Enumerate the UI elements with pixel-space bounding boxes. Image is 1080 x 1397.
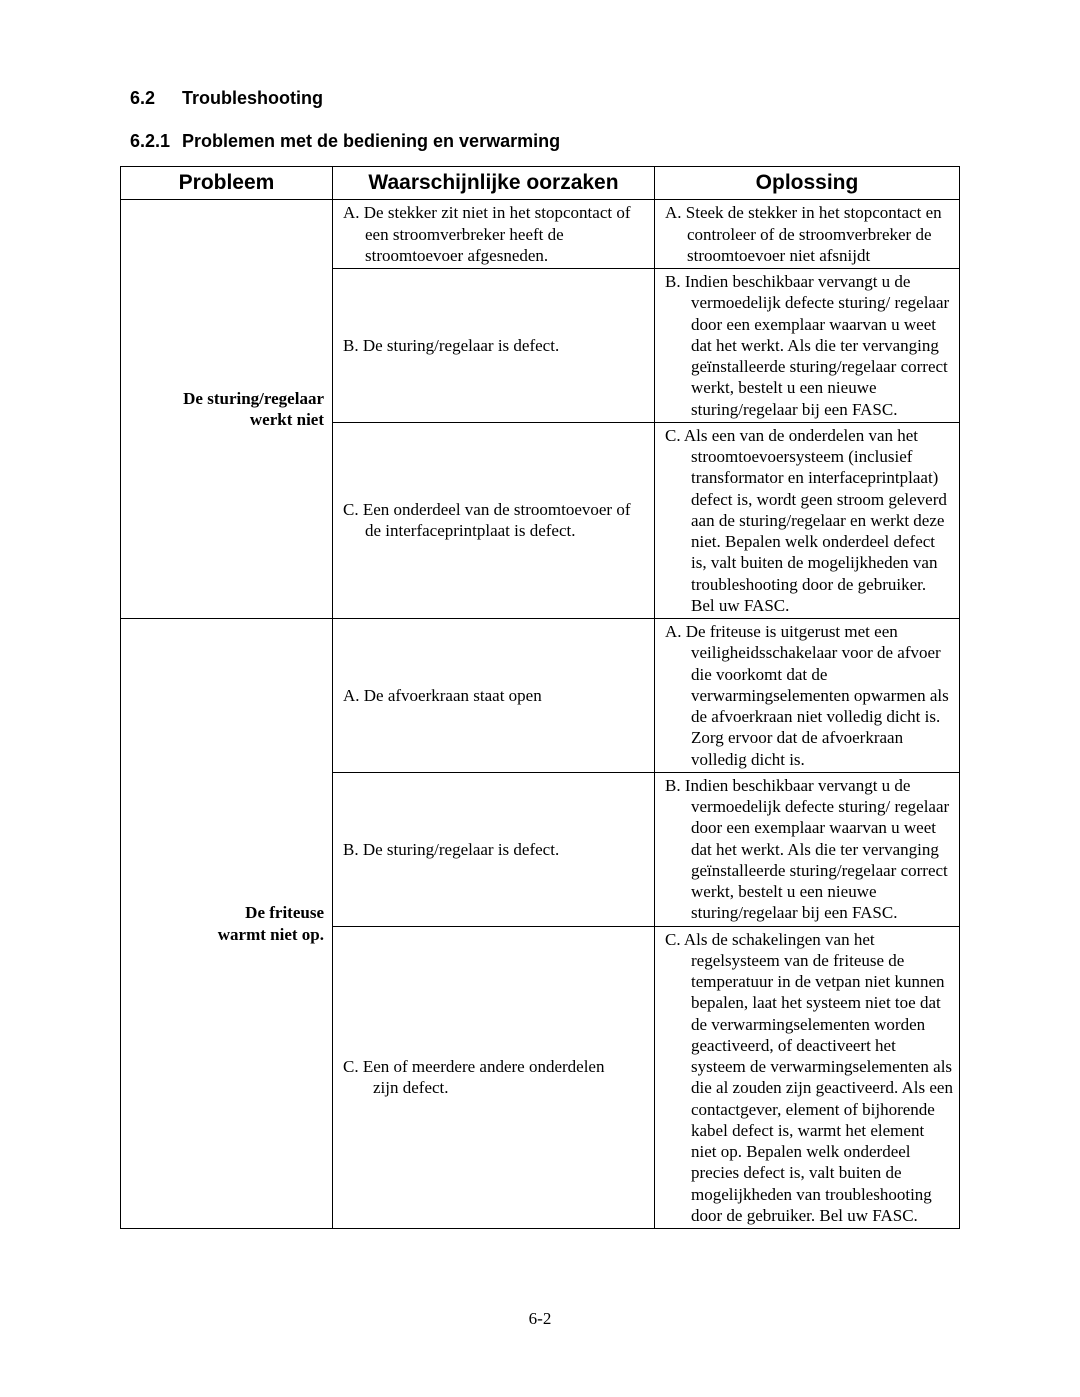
table-row: De friteuse warmt niet op. A. De afvoerk…	[121, 619, 960, 773]
cause-text-l2: zijn defect.	[343, 1077, 648, 1098]
problem-2-line2: warmt niet op.	[218, 925, 324, 944]
page-number: 6-2	[0, 1309, 1080, 1329]
cause-text: A. De afvoerkraan staat open	[343, 685, 648, 706]
table-header-row: Probleem Waarschijnlijke oorzaken Oploss…	[121, 167, 960, 200]
subsection-title: Problemen met de bediening en verwarming	[182, 131, 560, 151]
troubleshooting-table: Probleem Waarschijnlijke oorzaken Oploss…	[120, 166, 960, 1229]
solution-text: B. Indien beschikbaar vervangt u de verm…	[665, 775, 953, 924]
solution-cell: C. Als een van de onderdelen van het str…	[655, 422, 960, 618]
problem-1-line1: De sturing/regelaar	[183, 389, 324, 408]
cause-text: C. Een onderdeel van de stroomtoevoer of…	[343, 499, 648, 542]
solution-cell: B. Indien beschikbaar vervangt u de verm…	[655, 269, 960, 423]
table-row: De sturing/regelaar werkt niet A. De ste…	[121, 200, 960, 269]
col-header-problem: Probleem	[121, 167, 333, 200]
cause-cell: B. De sturing/regelaar is defect.	[333, 269, 655, 423]
solution-text: A. Steek de stekker in het stopcontact e…	[665, 202, 953, 266]
cause-text: B. De sturing/regelaar is defect.	[343, 839, 648, 860]
solution-cell: C. Als de schakelingen van het regelsyst…	[655, 926, 960, 1229]
solution-text: A. De friteuse is uitgerust met een veil…	[665, 621, 953, 770]
cause-cell: C. Een onderdeel van de stroomtoevoer of…	[333, 422, 655, 618]
cause-cell: A. De afvoerkraan staat open	[333, 619, 655, 773]
cause-text-l1: C. Een of meerdere andere onderdelen	[343, 1056, 648, 1077]
cause-text: B. De sturing/regelaar is defect.	[343, 335, 648, 356]
problem-1-label: De sturing/regelaar werkt niet	[121, 200, 333, 619]
problem-1-line2: werkt niet	[250, 410, 324, 429]
problem-2-label: De friteuse warmt niet op.	[121, 619, 333, 1229]
solution-cell: A. De friteuse is uitgerust met een veil…	[655, 619, 960, 773]
solution-text: B. Indien beschikbaar vervangt u de verm…	[665, 271, 953, 420]
cause-cell: C. Een of meerdere andere onderdelen zij…	[333, 926, 655, 1229]
col-header-solution: Oplossing	[655, 167, 960, 200]
cause-text: A. De stekker zit niet in het stopcontac…	[343, 202, 648, 266]
section-heading: 6.2 Troubleshooting	[130, 88, 970, 109]
solution-text: C. Als een van de onderdelen van het str…	[665, 425, 953, 616]
col-header-cause: Waarschijnlijke oorzaken	[333, 167, 655, 200]
section-number: 6.2	[130, 88, 178, 109]
section-title: Troubleshooting	[182, 88, 323, 108]
subsection-heading: 6.2.1 Problemen met de bediening en verw…	[130, 131, 970, 152]
cause-cell: B. De sturing/regelaar is defect.	[333, 772, 655, 926]
subsection-number: 6.2.1	[130, 131, 178, 152]
solution-cell: B. Indien beschikbaar vervangt u de verm…	[655, 772, 960, 926]
cause-cell: A. De stekker zit niet in het stopcontac…	[333, 200, 655, 269]
solution-text: C. Als de schakelingen van het regelsyst…	[665, 929, 953, 1227]
problem-2-line1: De friteuse	[245, 903, 324, 922]
solution-cell: A. Steek de stekker in het stopcontact e…	[655, 200, 960, 269]
